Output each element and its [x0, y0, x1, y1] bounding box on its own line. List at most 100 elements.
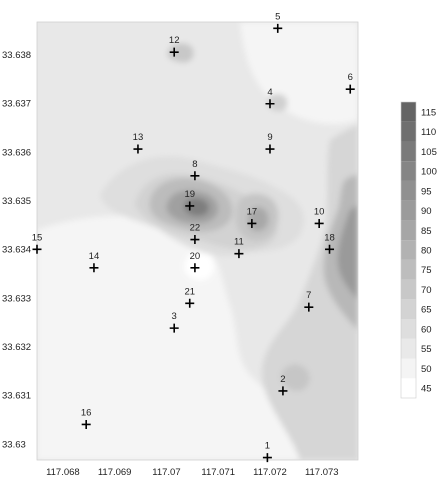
point-15: 15 — [32, 232, 43, 254]
point-label: 6 — [348, 72, 353, 83]
colorbar-tick-label: 95 — [421, 186, 432, 197]
y-tick-label: 33.637 — [2, 99, 31, 110]
point-label: 3 — [172, 311, 177, 322]
point-label: 8 — [192, 159, 197, 170]
point-label: 1 — [265, 441, 270, 452]
point-label: 9 — [267, 132, 272, 143]
colorbar-tick-label: 50 — [421, 364, 432, 375]
point-label: 20 — [190, 251, 201, 262]
point-marker — [133, 144, 143, 154]
colorbar-tick-label: 115 — [421, 107, 436, 118]
colorbar-swatch — [401, 141, 416, 162]
point-marker — [32, 244, 42, 254]
point-label: 7 — [306, 290, 311, 301]
point-marker — [190, 235, 200, 245]
point-label: 15 — [32, 232, 43, 243]
point-marker — [247, 218, 257, 228]
point-17: 17 — [247, 206, 258, 228]
point-label: 19 — [184, 189, 195, 200]
x-tick-label: 117.073 — [305, 467, 339, 478]
point-1: 1 — [262, 441, 272, 463]
point-9: 9 — [265, 132, 275, 154]
colorbar-swatch — [401, 220, 416, 241]
colorbar-tick-label: 100 — [421, 167, 437, 178]
contour-region-peak-17-core — [248, 207, 269, 232]
colorbar-tick-label: 75 — [421, 265, 432, 276]
point-label: 22 — [190, 223, 201, 234]
point-marker — [273, 23, 283, 33]
y-tick-label: 33.634 — [2, 245, 31, 256]
colorbar-swatch — [401, 240, 416, 260]
point-7: 7 — [304, 290, 314, 312]
point-21: 21 — [184, 286, 195, 308]
colorbar-tick-label: 65 — [421, 305, 432, 316]
point-marker — [304, 302, 314, 312]
colorbar-tick-label: 105 — [421, 147, 437, 158]
point-label: 5 — [275, 11, 280, 22]
colorbar-tick-label: 90 — [421, 206, 432, 217]
point-11: 11 — [234, 237, 244, 259]
contour-region-low-left — [37, 215, 330, 460]
colorbar-swatch — [401, 319, 416, 339]
x-tick-label: 117.069 — [98, 467, 132, 478]
point-marker — [169, 323, 179, 333]
y-tick-label: 33.632 — [2, 342, 31, 353]
point-10: 10 — [314, 206, 324, 228]
colorbar-tick-label: 55 — [421, 344, 432, 355]
colorbar-swatch — [401, 338, 416, 359]
colorbar-swatch — [401, 180, 416, 201]
y-tick-label: 33.636 — [2, 147, 31, 158]
point-label: 14 — [89, 251, 100, 262]
point-12: 12 — [169, 35, 180, 57]
point-marker — [278, 386, 288, 396]
point-label: 21 — [184, 286, 195, 297]
plot-area — [36, 21, 359, 461]
point-13: 13 — [133, 132, 144, 154]
point-label: 11 — [234, 237, 244, 248]
x-tick-label: 117.072 — [253, 467, 287, 478]
y-tick-label: 33.633 — [2, 293, 31, 304]
point-marker — [81, 419, 91, 429]
colorbar-swatch — [401, 378, 416, 398]
colorbar-tick-label: 80 — [421, 246, 432, 257]
point-label: 12 — [169, 35, 180, 46]
contour-region-blob-2 — [281, 364, 310, 392]
x-tick-label: 117.071 — [201, 467, 235, 478]
point-2: 2 — [278, 374, 288, 396]
y-tick-label: 33.63 — [2, 439, 26, 450]
colorbar-swatch — [401, 358, 416, 379]
point-20: 20 — [190, 251, 201, 273]
point-marker — [314, 218, 324, 228]
point-5: 5 — [273, 11, 283, 33]
colorbar-swatch — [401, 121, 416, 142]
colorbar-swatch — [401, 259, 416, 280]
point-6: 6 — [345, 72, 355, 94]
contour-region-blob-4 — [267, 94, 288, 112]
point-marker — [185, 201, 195, 211]
point-label: 16 — [81, 407, 92, 418]
colorbar-swatch — [401, 200, 416, 221]
x-tick-label: 117.07 — [152, 467, 180, 478]
point-label: 2 — [280, 374, 285, 385]
point-4: 4 — [265, 87, 275, 109]
point-marker — [190, 171, 200, 181]
colorbar: 115 110 105 100 95 90 85 80 75 70 65 60 55 50 45 — [400, 101, 437, 399]
point-marker — [234, 249, 244, 259]
point-label: 13 — [133, 132, 144, 143]
point-marker — [169, 47, 179, 57]
point-18: 18 — [324, 232, 335, 254]
point-marker — [185, 298, 195, 308]
point-19: 19 — [184, 189, 195, 211]
colorbar-tick-label: 45 — [421, 384, 432, 395]
colorbar-swatch — [401, 299, 416, 320]
y-tick-label: 33.638 — [2, 50, 31, 61]
point-label: 17 — [247, 206, 258, 217]
contour-region-low-top — [240, 22, 358, 125]
colorbar-tick-label: 110 — [421, 127, 436, 138]
point-marker — [89, 263, 99, 273]
colorbar-swatch — [401, 161, 416, 181]
colorbar-tick-label: 85 — [421, 226, 432, 237]
x-tick-label: 117.068 — [46, 467, 80, 478]
